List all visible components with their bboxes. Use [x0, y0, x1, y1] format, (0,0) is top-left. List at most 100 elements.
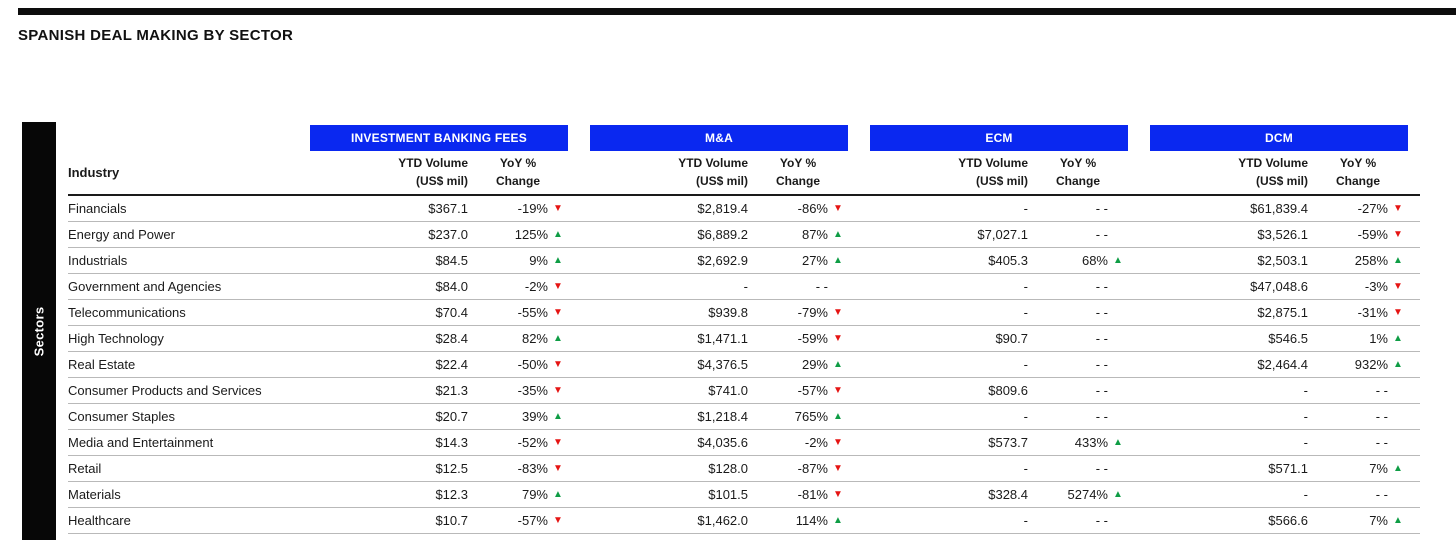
subheader-dcm: YTD Volume (US$ mil) YoY % Change [1150, 155, 1408, 190]
yoy-header-line1: YoY % [1059, 156, 1097, 171]
ytd-volume-value: $2,819.4 [697, 201, 748, 216]
yoy-change-value: -81% [797, 487, 828, 502]
yoy-cell: -19% ▼ [468, 201, 568, 216]
yoy-cell: - - [1028, 383, 1128, 398]
yoy-cell: -52% ▼ [468, 435, 568, 450]
yoy-change-value: 433% [1074, 435, 1108, 450]
yoy-change-value: - - [1095, 409, 1108, 424]
ytd-volume-value: $28.4 [435, 331, 468, 346]
trend-up-icon: ▲ [1393, 462, 1403, 474]
industry-label: High Technology [68, 331, 164, 346]
ytd-volume-value: - [1303, 435, 1308, 450]
yoy-cell: 79% ▲ [468, 487, 568, 502]
ytd-volume-value: $1,471.1 [697, 331, 748, 346]
ytd-volume-value: $61,839.4 [1250, 201, 1308, 216]
group-cells: $61,839.4 -27% ▼ [1150, 201, 1408, 216]
subheader-mna: YTD Volume (US$ mil) YoY % Change [590, 155, 848, 190]
ytd-volume-value: $546.5 [1268, 331, 1308, 346]
ytd-volume-value: $571.1 [1268, 461, 1308, 476]
yoy-cell: -81% ▼ [748, 487, 848, 502]
yoy-change-value: - - [1095, 331, 1108, 346]
ytd-volume-value: $2,875.1 [1257, 305, 1308, 320]
yoy-change-value: - - [1095, 357, 1108, 372]
yoy-change-value: - - [1095, 513, 1108, 528]
group-cells: $939.8 -79% ▼ [590, 305, 848, 320]
yoy-cell: - - [1028, 331, 1128, 346]
yoy-cell: - - [1028, 305, 1128, 320]
group-cells: $741.0 -57% ▼ [590, 383, 848, 398]
trend-up-icon: ▲ [1113, 436, 1123, 448]
ytd-volume-header-line1: YTD Volume [1238, 156, 1308, 171]
ytd-volume-value: $22.4 [435, 357, 468, 372]
group-cells: $7,027.1 - - [870, 227, 1128, 242]
yoy-cell: 114% ▲ [748, 513, 848, 528]
group-cells: $22.4 -50% ▼ [310, 357, 568, 372]
table-row: High Technology $28.4 82% ▲ $1,471.1 -59… [68, 326, 1420, 352]
ytd-volume-value: $328.4 [988, 487, 1028, 502]
yoy-change-value: -79% [797, 305, 828, 320]
trend-down-icon: ▼ [553, 514, 563, 526]
ytd-volume-value: - [1023, 461, 1028, 476]
trend-down-icon: ▼ [833, 306, 843, 318]
industry-label: Consumer Products and Services [68, 383, 262, 398]
yoy-change-value: -87% [797, 461, 828, 476]
yoy-cell: 125% ▲ [468, 227, 568, 242]
yoy-change-value: 114% [795, 513, 828, 528]
yoy-change-value: 5274% [1067, 487, 1108, 502]
yoy-cell: - - [1028, 201, 1128, 216]
ytd-volume-header-line2: (US$ mil) [1255, 173, 1308, 188]
yoy-change-value: -19% [517, 201, 548, 216]
group-cells: $20.7 39% ▲ [310, 409, 568, 424]
table-row: Energy and Power $237.0 125% ▲ $6,889.2 … [68, 222, 1420, 248]
trend-up-icon: ▲ [553, 410, 563, 422]
ytd-volume-value: $3,526.1 [1257, 227, 1308, 242]
yoy-cell: -27% ▼ [1308, 201, 1408, 216]
yoy-change-value: -52% [517, 435, 548, 450]
yoy-change-value: -86% [797, 201, 828, 216]
group-cells: $84.5 9% ▲ [310, 253, 568, 268]
group-cells: $2,819.4 -86% ▼ [590, 201, 848, 216]
yoy-change-value: 79% [521, 487, 548, 502]
yoy-cell: - - [1028, 513, 1128, 528]
table-row: Government and Agencies $84.0 -2% ▼ - - … [68, 274, 1420, 300]
yoy-change-value: - - [1375, 487, 1388, 502]
yoy-change-value: 258% [1354, 253, 1388, 268]
yoy-cell: -35% ▼ [468, 383, 568, 398]
ytd-volume-value: $20.7 [435, 409, 468, 424]
yoy-change-value: -50% [517, 357, 548, 372]
yoy-change-value: - - [815, 279, 828, 294]
industry-label: Real Estate [68, 357, 136, 372]
group-cells: $566.6 7% ▲ [1150, 513, 1408, 528]
yoy-change-value: - - [1375, 383, 1388, 398]
yoy-change-value: - - [1375, 409, 1388, 424]
yoy-cell: 87% ▲ [748, 227, 848, 242]
ytd-volume-value: - [1303, 409, 1308, 424]
ytd-volume-header: YTD Volume (US$ mil) [1150, 155, 1308, 190]
trend-up-icon: ▲ [1113, 254, 1123, 266]
ytd-volume-value: - [1023, 409, 1028, 424]
group-cells: - - - [1150, 383, 1408, 398]
ytd-volume-value: - [1023, 513, 1028, 528]
group-cells: $70.4 -55% ▼ [310, 305, 568, 320]
ytd-volume-value: $2,464.4 [1257, 357, 1308, 372]
ytd-volume-value: $367.1 [428, 201, 468, 216]
column-header-row: Industry YTD Volume (US$ mil) YoY % Chan… [68, 151, 1420, 196]
industry-label: Government and Agencies [68, 279, 222, 294]
yoy-change-value: - - [1095, 383, 1108, 398]
subheader-ecm: YTD Volume (US$ mil) YoY % Change [870, 155, 1128, 190]
ytd-volume-value: $10.7 [435, 513, 468, 528]
group-cells: $101.5 -81% ▼ [590, 487, 848, 502]
yoy-cell: -2% ▼ [468, 279, 568, 294]
yoy-cell: -31% ▼ [1308, 305, 1408, 320]
ytd-volume-value: $12.5 [435, 461, 468, 476]
yoy-change-value: - - [1095, 201, 1108, 216]
group-cells: $2,875.1 -31% ▼ [1150, 305, 1408, 320]
yoy-header-line2: Change [1335, 173, 1380, 188]
ytd-volume-value: - [1303, 487, 1308, 502]
yoy-change-value: -59% [797, 331, 828, 346]
yoy-change-value: 29% [801, 357, 828, 372]
yoy-header-line1: YoY % [1339, 156, 1377, 171]
group-cells: - - - [870, 513, 1128, 528]
group-cells: $237.0 125% ▲ [310, 227, 568, 242]
